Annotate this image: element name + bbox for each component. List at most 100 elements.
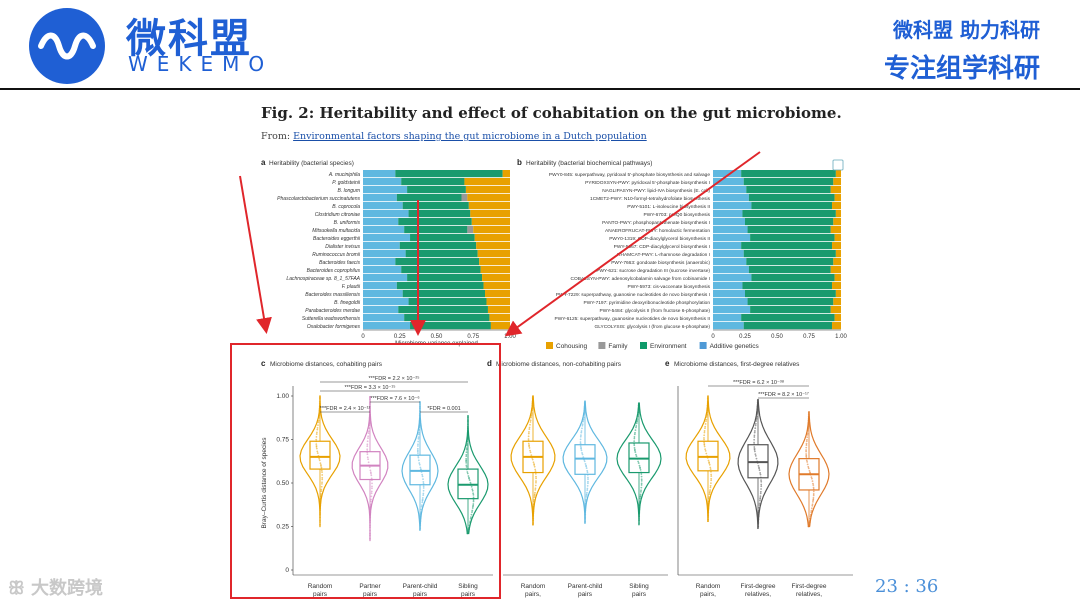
logo-wave-icon (38, 32, 96, 60)
panel-c-parent-child-point (420, 505, 423, 508)
panel-b-bar-segment (748, 266, 831, 274)
panel-b-bar-segment (713, 266, 749, 274)
panel-c-sibling-point (465, 451, 468, 454)
figure-source-prefix: From: (261, 131, 294, 142)
panel-b-bar-segment (746, 186, 831, 194)
panel-b-pathway-label: PWY-621: sucrose degradation III (sucros… (596, 268, 710, 274)
panel-c-parent-child-point (420, 511, 422, 514)
panel-e-random-point (708, 497, 710, 500)
panel-e-first-degree-2-point (812, 496, 815, 499)
panel-d-random-point (530, 412, 533, 415)
panel-b-bar-segment (713, 282, 743, 290)
panel-d-x-label-line2: pairs, (525, 591, 541, 598)
panel-e-first-degree-2-point (812, 484, 815, 486)
panel-a-bar-segment (483, 282, 510, 290)
panel-c-partner-violin (351, 396, 389, 541)
page-header: 微科盟 WEKEMO 微科盟 助力科研 专注组学科研 (0, 0, 1080, 88)
panel-b-bar-segment (835, 290, 841, 298)
panel-c-parent-child-point (417, 452, 419, 455)
panel-d-sibling-point (640, 478, 643, 481)
panel-c-parent-child-point (418, 462, 421, 464)
panel-b-pathway-label: RHAMCAT-PWY: L-rhamnose degradation I (617, 252, 710, 258)
panel-d-random-point (528, 430, 530, 433)
panel-c-parent-child-point (421, 501, 424, 504)
panel-d-sibling-point (635, 422, 638, 425)
panel-c-sibling-point (471, 488, 474, 491)
panel-b-bar-segment (741, 242, 833, 250)
panel-c-x-label-line2: pairs (313, 591, 328, 598)
panel-d-sibling-point (639, 468, 642, 471)
panel-e-first-degree-2-point (805, 444, 808, 447)
panel-a-bar-segment (402, 290, 486, 298)
panel-a-bar-segment (485, 290, 510, 298)
panel-c-x-label-line2: pairs (461, 591, 476, 598)
panel-a-bar-segment (404, 226, 468, 234)
panel-b-pathway-label: PWY0-845: superpathway, pyridoxal 5'-pho… (549, 172, 710, 178)
panel-a-bar-segment (396, 194, 462, 202)
panel-d-sibling-point (640, 482, 643, 485)
panel-b-bar-segment (835, 170, 841, 178)
panel-d-sibling-point (640, 473, 643, 475)
panel-d-random-point (531, 409, 533, 412)
panel-d-random-point (529, 419, 532, 422)
panel-c-random-point (316, 428, 319, 431)
panel-b-bar-segment (743, 178, 834, 186)
panel-d-sibling-point (633, 436, 636, 438)
panel-b-bar-segment (833, 258, 841, 266)
panel-a-bar-segment (467, 226, 474, 234)
panel-a-bar-segment (363, 226, 405, 234)
panel-d-sibling-point (635, 425, 638, 427)
panel-a-bar-segment (467, 194, 510, 202)
panel-a-species-label: Ruminococcus bromii (312, 252, 361, 258)
panel-b-pathway-label: GLYCOLYSIS: glycolysis I (from glucose 6… (594, 324, 710, 330)
panel-c-partner-point (367, 435, 370, 438)
panel-b-pathway-label: PWY-5667: CDP-diacylglycerol biosynthesi… (614, 244, 710, 250)
panel-c-partner-point (370, 472, 372, 475)
panel-c-parent-child-point (417, 440, 420, 443)
panel-c-partner-point (370, 500, 372, 503)
panel-e-first-degree-point (759, 499, 761, 502)
panel-c-parent-child-point (417, 456, 420, 459)
panel-e-first-degree-2-point (812, 486, 815, 489)
panel-e-first-degree-2-point (810, 511, 813, 514)
panel-b-bar-segment (747, 298, 834, 306)
panel-c-parent-child-point (422, 494, 425, 497)
panel-c-partner-point (370, 492, 373, 495)
panel-e-first-degree-2-point (809, 515, 812, 518)
panel-e-first-degree-point (760, 485, 763, 488)
panel-e-first-degree-point (756, 411, 759, 414)
panel-b-bar-segment (741, 170, 836, 178)
panel-e-random-point (708, 496, 711, 498)
watermark-text: 大数跨境 (31, 578, 103, 599)
panel-a-bar-segment (398, 218, 472, 226)
figure-source-link[interactable]: Environmental factors shaping the gut mi… (293, 131, 647, 142)
panel-c-sibling-point (470, 516, 472, 519)
panel-a-bar-segment (363, 170, 396, 178)
panel-c-sibling-point (469, 517, 472, 520)
panel-c-partner-point (368, 466, 371, 469)
panel-d-random-point (528, 426, 531, 429)
panel-d-parent-child-point (587, 476, 589, 479)
panel-c-partner-point (371, 485, 373, 488)
panel-b-label: b (517, 158, 522, 167)
panel-c-parent-child-point (422, 478, 424, 481)
panel-c-y-tick: 0.25 (276, 524, 289, 531)
panel-c-partner-point (371, 487, 373, 490)
panel-c-sibling-point (469, 520, 472, 523)
panel-c-sibling-point (472, 499, 475, 501)
panel-e-first-degree-point (760, 479, 762, 482)
panel-b-bar-segment (741, 314, 835, 322)
panel-a-bar-segment (490, 322, 510, 330)
panel-d-title: Microbiome distances, non-cohabiting pai… (496, 361, 622, 368)
panel-a-x-tick: 0 (361, 334, 365, 340)
panel-c-partner-point (366, 440, 369, 443)
panel-a-x-tick: 0.75 (467, 334, 479, 340)
panel-e-random-point (706, 411, 708, 414)
panel-e-first-degree-2-point (812, 499, 815, 502)
panel-e-first-degree-point (754, 454, 757, 457)
panel-b-pathway-label: PYRIDOXSYN-PWY: pyridoxal 5'-phosphate b… (585, 180, 710, 186)
panel-d-sibling-point (633, 437, 636, 440)
panel-d-sibling-point (633, 440, 636, 443)
panel-c-parent-child-point (422, 492, 425, 495)
panel-d-random-point (533, 494, 536, 497)
